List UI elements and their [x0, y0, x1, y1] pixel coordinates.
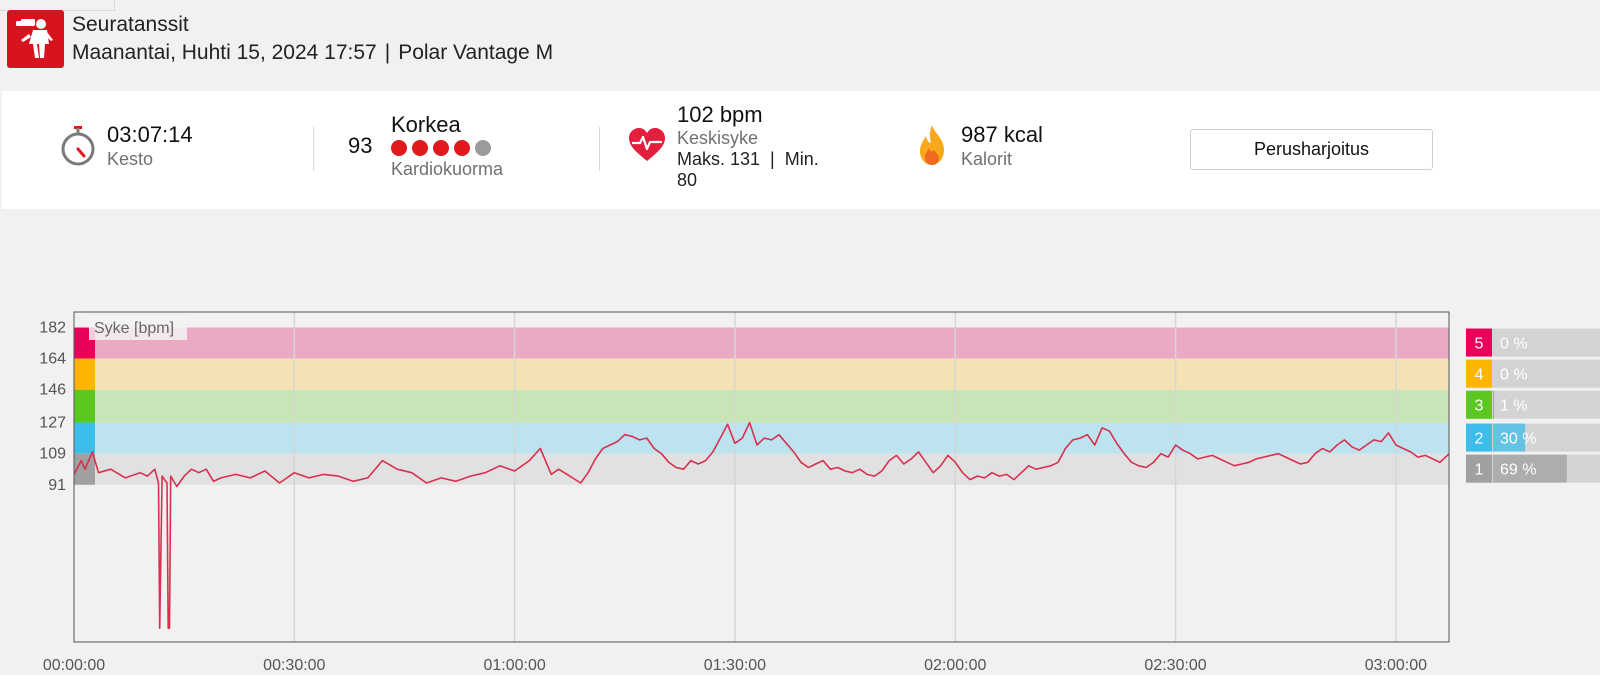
- stopwatch-icon: [60, 125, 98, 172]
- cardio-load-dot: [412, 140, 428, 156]
- zone-number-5: 5: [1475, 336, 1484, 353]
- heart-rate-chart: 00:00:00 00:30:00 01:00:00 01:30:00 02:00:00…: [39, 311, 1600, 674]
- x-tick-label: 00:00:00: [43, 657, 105, 674]
- y-tick-label: 127: [39, 415, 66, 432]
- session-separator: |: [384, 41, 391, 64]
- y-tick-label: 109: [39, 446, 66, 463]
- zone-band-2: [74, 422, 1449, 454]
- zone-band-3: [74, 389, 1449, 423]
- zone-bar-badge-2: [1466, 423, 1492, 452]
- calories-label: Kalorit: [961, 149, 1013, 169]
- zone-bar-badge-5: [1466, 328, 1492, 357]
- x-tick-label: 01:30:00: [704, 657, 766, 674]
- cardio-load-dot: [391, 140, 407, 156]
- session-info: Maanantai, Huhti 15, 2024 17:57 | Polar Va…: [72, 41, 553, 65]
- zone-share-fill-2: [1493, 423, 1526, 452]
- series-label-box: [89, 316, 187, 340]
- duration-value: 03:07:14: [107, 122, 193, 147]
- divider: [313, 127, 314, 171]
- y-tick-label: 164: [39, 351, 66, 368]
- y-tick-label: 146: [39, 382, 66, 399]
- zone-band-5: [74, 327, 1449, 359]
- zone-percent-1: 69 %: [1500, 462, 1536, 479]
- flame-icon: [917, 124, 947, 171]
- zone-number-2: 2: [1475, 431, 1484, 448]
- zone-band-4: [74, 358, 1449, 390]
- cardio-load-label: Kardiokuorma: [391, 159, 504, 179]
- cardio-load-level: Korkea: [391, 112, 461, 137]
- zone-number-1: 1: [1475, 462, 1484, 479]
- heart-rate-line: [73, 421, 1450, 630]
- max-min-text: Maks. 131 | Min.: [677, 149, 819, 169]
- duration-label: Kesto: [107, 149, 154, 169]
- cardio-load-dots: [391, 140, 496, 158]
- calories-value: 987 kcal: [961, 122, 1043, 147]
- min-heart-rate-value: 80: [677, 170, 698, 190]
- zone-bar-badge-1: [1466, 454, 1492, 483]
- sport-title: Seuratanssit: [72, 13, 189, 36]
- dancing-couple-icon: [7, 10, 64, 68]
- zone-share-fill-1: [1493, 454, 1567, 483]
- cardio-load-dot: [454, 140, 470, 156]
- x-tick-label: 03:00:00: [1365, 657, 1427, 674]
- y-tick-label: 91: [48, 477, 66, 494]
- heart-icon: [628, 128, 666, 167]
- zone-percent-2: 30 %: [1500, 431, 1536, 448]
- zone-percent-5: 0 %: [1500, 336, 1528, 353]
- cardio-load-score: 93: [348, 133, 373, 158]
- zone-bar-badge-4: [1466, 359, 1492, 388]
- device-name: Polar Vantage M: [398, 41, 554, 64]
- max-min-heart-rate: Maks. 131 | Min. 80: [677, 149, 819, 191]
- cardio-load-dot: [475, 140, 491, 156]
- training-benefit-button[interactable]: Perusharjoitus: [1190, 129, 1433, 170]
- cardio-load-dot: [433, 140, 449, 156]
- zone-marker-3: [74, 389, 95, 423]
- avg-heart-rate: 102 bpm: [677, 102, 763, 127]
- x-tick-label: 00:30:00: [263, 657, 325, 674]
- x-tick-label: 01:00:00: [483, 657, 545, 674]
- zone-share-fill-3: [1493, 390, 1495, 419]
- y-tick-label: 182: [39, 320, 66, 337]
- avg-heart-rate-label: Keskisyke: [677, 128, 759, 148]
- zone-bar-badge-3: [1466, 390, 1492, 419]
- zone-number-4: 4: [1475, 367, 1484, 384]
- x-tick-label: 02:30:00: [1144, 657, 1206, 674]
- zone-marker-4: [74, 358, 95, 390]
- summary-panel: 03:07:14 Kesto 93 Korkea Kardiokuorma 10…: [2, 91, 1600, 209]
- zone-number-3: 3: [1475, 398, 1484, 415]
- x-tick-label: 02:00:00: [924, 657, 986, 674]
- divider: [599, 127, 600, 171]
- zone-percent-4: 0 %: [1500, 367, 1528, 384]
- zone-band-1: [74, 453, 1449, 485]
- session-datetime: Maanantai, Huhti 15, 2024 17:57: [72, 41, 377, 64]
- zone-marker-2: [74, 422, 95, 454]
- plot-border: [73, 311, 1450, 643]
- zone-percent-3: 1 %: [1500, 398, 1528, 415]
- series-label: Syke [bpm]: [94, 320, 174, 337]
